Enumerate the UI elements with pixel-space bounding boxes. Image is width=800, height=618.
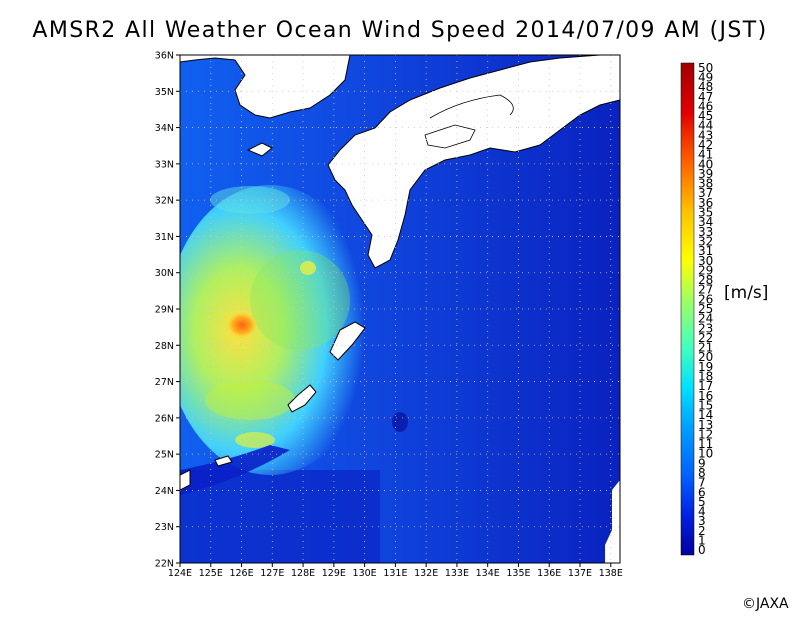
- colorbar-tick-label: 0: [698, 543, 706, 557]
- colorbar-tick-label: 22: [698, 331, 713, 345]
- colorbar-tick-label: 15: [698, 398, 713, 412]
- lon-tick-label: 132E: [414, 568, 438, 579]
- lat-tick-label: 26N: [155, 413, 174, 424]
- lon-tick-label: 131E: [383, 568, 407, 579]
- lon-tick-label: 133E: [445, 568, 469, 579]
- lon-tick-label: 125E: [199, 568, 223, 579]
- colorbar-tick-label: 40: [698, 157, 713, 171]
- no-data-area: [605, 480, 620, 563]
- lon-tick-label: 128E: [291, 568, 315, 579]
- lon-tick-label: 130E: [353, 568, 377, 579]
- lat-tick-label: 34N: [155, 123, 174, 134]
- colorbar-tick-label: 41: [698, 148, 713, 162]
- lon-tick-label: 129E: [322, 568, 346, 579]
- lon-tick-label: 138E: [599, 568, 623, 579]
- colorbar-tick-label: 12: [698, 427, 713, 441]
- longitude-axis: 124E 125E 126E 127E 128E 129E 130E 131E 132E 133E…: [168, 563, 623, 579]
- japan-landmass: [327, 55, 620, 269]
- colorbar-tick-label: 16: [698, 389, 713, 403]
- lon-tick-label: 135E: [506, 568, 530, 579]
- colorbar-tick-label: 46: [698, 99, 713, 113]
- colorbar: [680, 62, 695, 556]
- colorbar-tick-label: 14: [698, 408, 713, 422]
- colorbar-tick-label: 34: [698, 215, 713, 229]
- colorbar-tick-label: 49: [698, 70, 713, 84]
- colorbar-tick-label: 39: [698, 167, 713, 181]
- lat-tick-label: 36N: [155, 51, 174, 62]
- colorbar-tick-label: 13: [698, 418, 713, 432]
- colorbar-unit: [m/s]: [724, 283, 769, 303]
- lat-tick-label: 35N: [155, 87, 174, 98]
- colorbar-tick-label: 42: [698, 138, 713, 152]
- colorbar-tick-label: 38: [698, 177, 713, 191]
- colorbar-tick-label: 27: [698, 283, 713, 297]
- colorbar-tick-label: 47: [698, 90, 713, 104]
- colorbar-tick-label: 6: [698, 485, 706, 499]
- colorbar-tick-label: 28: [698, 273, 713, 287]
- lon-tick-label: 134E: [476, 568, 500, 579]
- wind-field: [180, 55, 620, 563]
- lon-tick-label: 137E: [568, 568, 592, 579]
- lat-tick-label: 24N: [155, 486, 174, 497]
- lon-tick-label: 126E: [229, 568, 253, 579]
- colorbar-tick-label: 4: [698, 505, 706, 519]
- colorbar-tick-label: 5: [698, 495, 706, 509]
- lat-tick-label: 33N: [155, 159, 174, 170]
- colorbar-tick-label: 36: [698, 196, 713, 210]
- colorbar-tick-label: 33: [698, 225, 713, 239]
- okinawa-island: [287, 384, 317, 413]
- colorbar-tick-label: 43: [698, 128, 713, 142]
- colorbar-tick-label: 9: [698, 456, 706, 470]
- colorbar-tick-label: 11: [698, 437, 713, 451]
- colorbar-tick-label: 10: [698, 447, 713, 461]
- colorbar-tick-label: 23: [698, 321, 713, 335]
- lat-tick-label: 29N: [155, 305, 174, 316]
- colorbar-tick-label: 17: [698, 379, 713, 393]
- map-title: AMSR2 All Weather Ocean Wind Speed 2014/…: [32, 18, 768, 43]
- colorbar-tick-label: 44: [698, 119, 713, 133]
- colorbar-tick-label: 18: [698, 370, 713, 384]
- colorbar-tick-label: 37: [698, 186, 713, 200]
- colorbar-tick-label: 30: [698, 254, 713, 268]
- colorbar-tick-label: 7: [698, 476, 706, 490]
- jeju-island: [246, 142, 273, 157]
- colorbar-tick-label: 25: [698, 302, 713, 316]
- colorbar-tick-label: 1: [698, 534, 706, 548]
- lat-tick-label: 27N: [155, 377, 174, 388]
- colorbar-tick-label: 26: [698, 292, 713, 306]
- lon-tick-label: 124E: [168, 568, 192, 579]
- latitude-axis: 36N 35N 34N 33N 32N 31N 30N 29N 28N 27N 26N 25N 24N 2…: [155, 51, 180, 570]
- lon-tick-label: 127E: [260, 568, 284, 579]
- lat-tick-label: 22N: [155, 559, 174, 570]
- lat-tick-label: 32N: [155, 196, 174, 207]
- lon-tick-label: 136E: [537, 568, 561, 579]
- lat-tick-label: 28N: [155, 341, 174, 352]
- lat-tick-label: 30N: [155, 268, 174, 279]
- lat-tick-label: 31N: [155, 232, 174, 243]
- colorbar-tick-label: 29: [698, 263, 713, 277]
- colorbar-tick-label: 35: [698, 206, 713, 220]
- amami-islands: [329, 321, 366, 361]
- colorbar-tick-label: 48: [698, 80, 713, 94]
- colorbar-tick-label: 21: [698, 341, 713, 355]
- typhoon-eye-max-wind: [226, 311, 258, 339]
- colorbar-tick-label: 31: [698, 244, 713, 258]
- copyright-credit: ©JAXA: [742, 596, 789, 612]
- colorbar-tick-label: 3: [698, 514, 706, 528]
- colorbar-tick-label: 32: [698, 234, 713, 248]
- korea-landmass: [180, 55, 351, 119]
- lat-tick-label: 23N: [155, 522, 174, 533]
- taiwan-coast: [180, 469, 191, 491]
- colorbar-tick-label: 2: [698, 524, 706, 538]
- colorbar-labels: 5049484746454443424140393837363534333231…: [698, 61, 713, 557]
- colorbar-tick-label: 50: [698, 61, 713, 75]
- colorbar-tick-label: 24: [698, 312, 713, 326]
- colorbar-tick-label: 20: [698, 350, 713, 364]
- lat-lon-grid: [180, 55, 620, 563]
- colorbar-tick-label: 8: [698, 466, 706, 480]
- lat-tick-label: 25N: [155, 450, 174, 461]
- colorbar-tick-label: 19: [698, 360, 713, 374]
- colorbar-tick-label: 45: [698, 109, 713, 123]
